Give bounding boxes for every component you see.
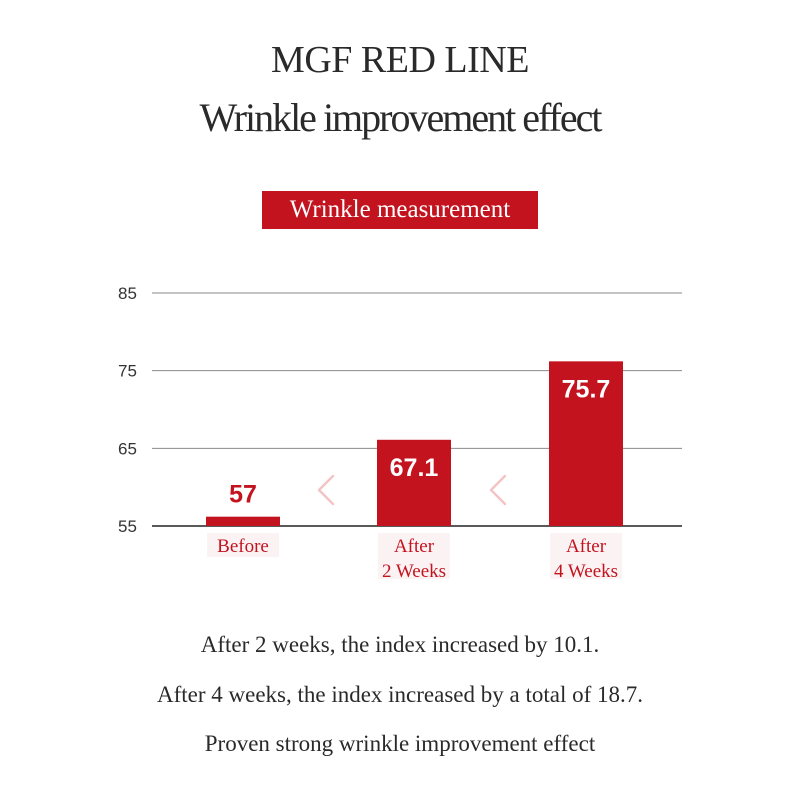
chevron-left-icon bbox=[317, 474, 335, 506]
category-label: Before bbox=[217, 536, 269, 557]
category-label: 4 Weeks bbox=[554, 561, 618, 582]
category-label: 2 Weeks bbox=[382, 561, 446, 582]
data-label: 57 bbox=[229, 481, 257, 509]
chevron-left-icon bbox=[489, 474, 507, 506]
title-line-2: Wrinkle improvement effect bbox=[199, 95, 602, 140]
bar bbox=[377, 439, 451, 526]
data-label: 67.1 bbox=[390, 454, 439, 482]
y-tick-label: 75 bbox=[118, 362, 137, 381]
category-label-bg bbox=[207, 533, 279, 557]
note-4-weeks: After 4 weeks, the index increased by a … bbox=[156, 682, 644, 707]
data-label: 75.7 bbox=[562, 375, 611, 403]
note-conclusion: Proven strong wrinkle improvement effect bbox=[204, 731, 596, 756]
category-label-bg bbox=[378, 533, 450, 579]
category-label: After bbox=[566, 536, 607, 557]
bar bbox=[206, 516, 280, 526]
y-tick-label: 55 bbox=[118, 517, 137, 536]
bar bbox=[549, 361, 623, 526]
note-2-weeks: After 2 weeks, the index increased by 10… bbox=[200, 632, 600, 657]
title-line-1: MGF RED LINE bbox=[271, 39, 529, 81]
measurement-badge: Wrinkle measurement bbox=[262, 191, 538, 229]
y-tick-label: 85 bbox=[118, 284, 137, 303]
category-label-bg bbox=[550, 533, 622, 579]
y-tick-label: 65 bbox=[118, 439, 137, 458]
category-label: After bbox=[394, 536, 435, 557]
